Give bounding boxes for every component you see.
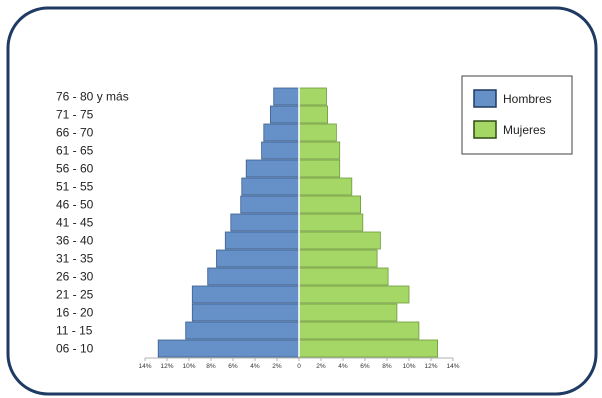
- x-tick-label-7: 0: [297, 363, 301, 370]
- bar-hombres-5: [216, 249, 300, 268]
- bar-mujeres-12: [298, 123, 337, 142]
- category-label-14: 76 - 80 y más: [56, 90, 129, 104]
- category-label-10: 56 - 60: [56, 162, 94, 176]
- bar-mujeres-1: [298, 321, 420, 340]
- bar-hombres-6: [224, 231, 300, 250]
- bar-hombres-11: [261, 141, 300, 160]
- bar-mujeres-9: [298, 177, 353, 196]
- category-label-13: 71 - 75: [56, 108, 94, 122]
- bar-mujeres-13: [298, 105, 329, 124]
- x-tick-label-8: 2%: [316, 363, 326, 370]
- x-tick-label-9: 4%: [338, 363, 348, 370]
- category-label-2: 16 - 20: [56, 306, 94, 320]
- legend-swatch-hombres: [473, 89, 497, 108]
- bar-hombres-8: [240, 195, 300, 214]
- bar-hombres-4: [207, 267, 300, 286]
- legend-box: [461, 75, 573, 155]
- x-tick-label-11: 8%: [382, 363, 392, 370]
- bar-mujeres-8: [298, 195, 361, 214]
- bar-mujeres-10: [298, 159, 341, 178]
- x-tick-label-3: 8%: [206, 363, 216, 370]
- category-label-4: 26 - 30: [56, 270, 94, 284]
- category-label-9: 51 - 55: [56, 180, 94, 194]
- bar-mujeres-5: [298, 249, 378, 268]
- bar-mujeres-4: [298, 267, 389, 286]
- x-tick-label-10: 6%: [360, 363, 370, 370]
- category-label-7: 41 - 45: [56, 216, 94, 230]
- bar-hombres-10: [245, 159, 300, 178]
- bar-mujeres-2: [298, 303, 398, 322]
- bar-mujeres-3: [298, 285, 410, 304]
- x-tick-label-6: 2%: [272, 363, 282, 370]
- x-tick-label-5: 4%: [250, 363, 260, 370]
- x-tick-label-4: 6%: [228, 363, 238, 370]
- legend-label-hombres: Hombres: [503, 92, 552, 106]
- bar-hombres-1: [185, 321, 300, 340]
- x-tick-label-0: 14%: [138, 363, 151, 370]
- bar-hombres-12: [263, 123, 300, 142]
- bar-hombres-3: [191, 285, 300, 304]
- legend-swatch-mujeres: [473, 120, 497, 139]
- bar-mujeres-11: [298, 141, 341, 160]
- category-label-5: 31 - 35: [56, 252, 94, 266]
- bar-hombres-7: [230, 213, 300, 232]
- x-tick-label-13: 12%: [424, 363, 437, 370]
- bar-hombres-0: [157, 339, 300, 358]
- category-labels: 06 - 10 11 - 15 16 - 20 21 - 25 26 - 30 31 - …: [56, 90, 129, 356]
- category-label-11: 61 - 65: [56, 144, 94, 158]
- category-label-12: 66 - 70: [56, 126, 94, 140]
- bar-hombres-14: [273, 87, 300, 106]
- category-label-8: 46 - 50: [56, 198, 94, 212]
- bar-mujeres-6: [298, 231, 381, 250]
- bar-hombres-13: [269, 105, 300, 124]
- bar-mujeres-14: [298, 87, 327, 106]
- bar-hombres-2: [191, 303, 300, 322]
- legend: Hombres Mujeres: [461, 75, 573, 155]
- x-tick-label-14: 14%: [446, 363, 459, 370]
- bar-mujeres-7: [298, 213, 364, 232]
- bar-hombres-9: [241, 177, 300, 196]
- category-label-3: 21 - 25: [56, 288, 94, 302]
- category-label-1: 11 - 15: [56, 324, 93, 338]
- x-tick-label-12: 10%: [402, 363, 415, 370]
- legend-label-mujeres: Mujeres: [503, 123, 546, 137]
- category-label-6: 36 - 40: [56, 234, 94, 248]
- bars-group: [157, 64, 439, 358]
- bar-mujeres-0: [298, 339, 439, 358]
- x-tick-label-1: 12%: [160, 363, 173, 370]
- x-axis-ticks: 14% 12% 10% 8% 6% 4% 2% 0 2% 4% 6% 8% 10% 12% 14%: [138, 357, 460, 370]
- category-label-0: 06 - 10: [56, 342, 94, 356]
- x-tick-label-2: 10%: [182, 363, 195, 370]
